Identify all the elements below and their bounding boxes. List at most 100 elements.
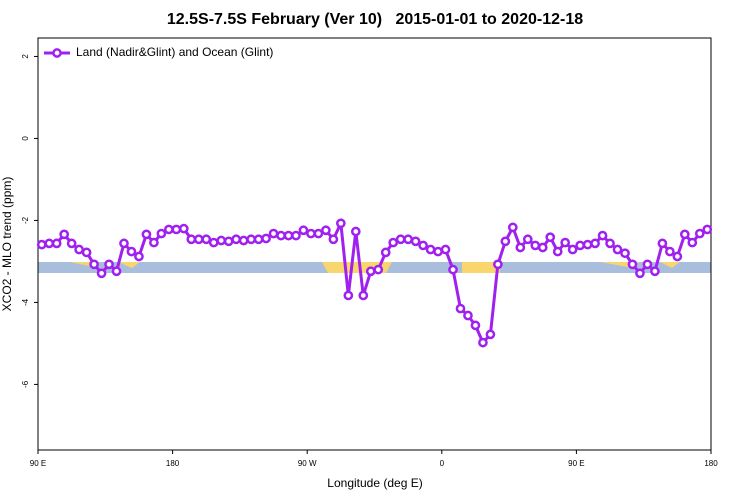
legend-marker — [52, 48, 62, 58]
data-point — [470, 320, 481, 331]
data-point — [507, 222, 518, 233]
x-tick-label: 180 — [166, 459, 180, 468]
data-point — [582, 239, 593, 250]
data-point — [298, 225, 309, 236]
data-point — [283, 230, 294, 241]
data-point — [223, 236, 234, 247]
data-point — [350, 226, 361, 237]
data-point — [276, 230, 286, 241]
data-point — [164, 224, 174, 235]
data-point — [597, 230, 608, 241]
data-point — [702, 224, 713, 235]
data-point — [156, 228, 167, 239]
data-point — [545, 232, 556, 243]
data-point — [36, 239, 47, 250]
data-point — [134, 251, 144, 262]
x-tick-label: 0 — [440, 459, 445, 468]
data-point — [59, 229, 70, 240]
data-point — [665, 246, 675, 257]
data-point — [657, 238, 668, 249]
x-tick-label: 180 — [704, 459, 718, 468]
data-point — [261, 233, 271, 244]
data-point — [478, 337, 488, 348]
data-point — [313, 228, 324, 239]
x-tick-label: 90 W — [298, 459, 317, 468]
data-point — [186, 234, 197, 245]
data-point — [485, 329, 496, 340]
data-point — [620, 248, 630, 259]
y-tick-label: 2 — [21, 54, 30, 59]
data-point — [358, 290, 369, 301]
data-point — [694, 228, 705, 239]
data-point — [605, 238, 615, 249]
data-point — [104, 259, 114, 270]
y-tick-label: -2 — [21, 216, 30, 224]
data-point — [500, 236, 511, 247]
data-point — [373, 264, 384, 275]
data-point — [193, 234, 204, 245]
data-point — [388, 237, 399, 248]
data-point — [141, 229, 152, 240]
data-point — [201, 234, 212, 245]
data-point — [493, 259, 503, 270]
y-tick-label: 0 — [21, 136, 30, 141]
land-band — [462, 262, 500, 273]
data-point — [433, 246, 443, 257]
data-point — [687, 237, 698, 248]
data-point — [89, 259, 99, 270]
data-point — [410, 236, 421, 247]
data-point — [448, 264, 458, 275]
data-point — [560, 237, 571, 248]
data-point — [178, 223, 189, 234]
x-tick-label: 90 E — [30, 459, 46, 468]
data-point — [81, 247, 92, 258]
data-point — [650, 266, 660, 277]
data-point — [418, 240, 428, 251]
data-point — [96, 268, 107, 279]
data-point — [268, 228, 279, 239]
data-point — [455, 303, 466, 314]
data-point — [111, 266, 122, 277]
data-point — [365, 266, 376, 277]
data-point — [642, 259, 653, 270]
data-point — [672, 251, 683, 262]
data-point — [522, 234, 533, 245]
data-point — [612, 244, 623, 255]
data-point — [44, 238, 55, 249]
data-point — [321, 225, 331, 236]
data-point — [463, 310, 473, 321]
data-point — [552, 246, 563, 257]
data-point — [530, 240, 541, 251]
x-axis-title: Longitude (deg E) — [327, 476, 422, 490]
data-point — [119, 238, 129, 249]
data-point — [328, 234, 339, 245]
data-point — [291, 230, 301, 241]
data-point — [635, 268, 645, 279]
data-point — [231, 234, 242, 245]
data-point — [590, 238, 600, 249]
data-point — [306, 228, 316, 239]
data-point — [171, 224, 182, 235]
data-point — [403, 234, 413, 245]
data-point — [575, 240, 585, 251]
y-tick-label: -4 — [21, 298, 30, 306]
data-point — [253, 234, 264, 245]
y-axis-title: XCO2 - MLO trend (ppm) — [0, 177, 14, 312]
legend-label: Land (Nadir&Glint) and Ocean (Glint) — [76, 45, 273, 59]
data-point — [74, 244, 84, 255]
land-band — [660, 262, 680, 268]
data-point — [66, 238, 77, 249]
data-point — [208, 237, 219, 248]
data-point — [336, 218, 346, 229]
data-point — [395, 234, 406, 245]
data-point — [515, 242, 526, 253]
y-tick-label: -6 — [21, 380, 30, 388]
data-point — [126, 246, 137, 257]
data-point — [380, 247, 391, 258]
data-point — [246, 234, 256, 245]
data-point — [627, 259, 638, 270]
data-point — [149, 237, 159, 248]
data-point — [537, 242, 548, 253]
data-point — [679, 229, 690, 240]
